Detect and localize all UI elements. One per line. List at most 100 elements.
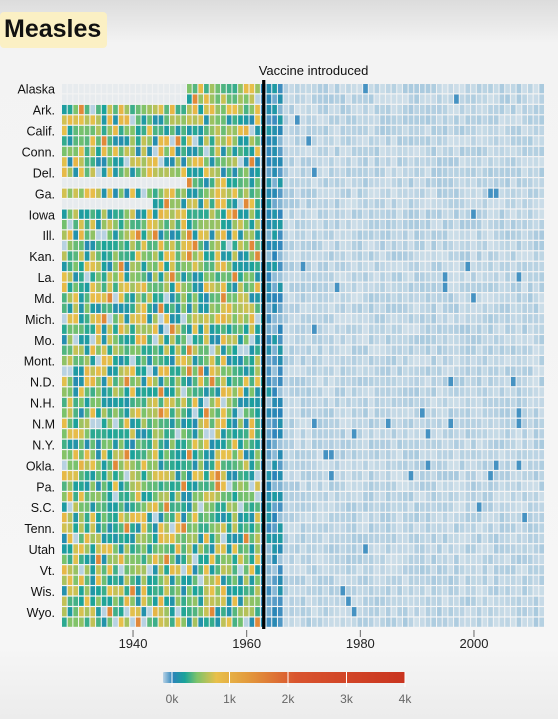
- heatmap-cell: [249, 94, 255, 104]
- heatmap-cell: [249, 544, 255, 554]
- heatmap-cell: [118, 502, 124, 512]
- heatmap-cell: [181, 544, 187, 554]
- heatmap-cell: [317, 146, 323, 157]
- heatmap-cell: [465, 188, 471, 198]
- heatmap-cell: [215, 512, 221, 523]
- heatmap-cell: [459, 84, 465, 94]
- heatmap-cell: [408, 450, 414, 460]
- heatmap-cell: [368, 261, 374, 272]
- heatmap-cell: [294, 356, 300, 366]
- heatmap-cell: [482, 450, 488, 460]
- heatmap-cell: [425, 554, 431, 565]
- heatmap-cell: [130, 188, 135, 198]
- heatmap-cell: [107, 272, 113, 282]
- heatmap-cell: [141, 261, 147, 272]
- heatmap-cell: [124, 439, 130, 449]
- heatmap-cell: [459, 157, 465, 167]
- heatmap-cell: [448, 178, 454, 188]
- heatmap-cell: [141, 565, 147, 575]
- heatmap-cell: [181, 293, 187, 303]
- heatmap-cell: [289, 523, 294, 533]
- heatmap-cell: [118, 607, 124, 617]
- heatmap-cell: [459, 554, 465, 565]
- heatmap-cell: [215, 335, 221, 345]
- heatmap-cell: [368, 167, 374, 177]
- heatmap-cell: [243, 251, 249, 261]
- heatmap-cell: [437, 397, 442, 408]
- heatmap-cell: [397, 502, 402, 512]
- heatmap-cell: [505, 199, 510, 209]
- heatmap-cell: [62, 324, 67, 334]
- heatmap-cell: [505, 512, 510, 523]
- heatmap-cell: [340, 230, 346, 240]
- heatmap-cell: [334, 230, 340, 240]
- heatmap-cell: [414, 607, 419, 617]
- heatmap-cell: [169, 167, 175, 177]
- heatmap-cell: [459, 376, 465, 387]
- row-label: Conn.: [22, 146, 55, 160]
- heatmap-cell: [340, 450, 346, 460]
- heatmap-cell: [391, 335, 397, 345]
- heatmap-cell: [363, 167, 368, 177]
- heatmap-cell: [516, 136, 522, 146]
- heatmap-cell: [414, 554, 419, 565]
- heatmap-cell: [454, 481, 459, 491]
- heatmap-cell: [221, 324, 226, 334]
- heatmap-cell: [317, 240, 323, 251]
- heatmap-cell: [385, 450, 391, 460]
- heatmap-cell: [101, 575, 107, 585]
- heatmap-cell: [124, 115, 130, 125]
- heatmap-cell: [243, 418, 249, 429]
- heatmap-cell: [169, 450, 175, 460]
- heatmap-cell: [425, 94, 431, 104]
- heatmap-cell: [522, 199, 527, 209]
- heatmap-cell: [226, 282, 232, 293]
- heatmap-cell: [226, 230, 232, 240]
- heatmap-cell: [79, 104, 84, 115]
- heatmap-cell: [431, 408, 437, 418]
- heatmap-cell: [482, 261, 488, 272]
- heatmap-cell: [283, 366, 289, 376]
- heatmap-cell: [516, 251, 522, 261]
- heatmap-cell: [175, 565, 181, 575]
- heatmap-cell: [187, 272, 192, 282]
- heatmap-cell: [175, 157, 181, 167]
- heatmap-cell: [482, 544, 488, 554]
- heatmap-cell: [465, 261, 471, 272]
- heatmap-cell: [533, 230, 539, 240]
- heatmap-cell: [215, 408, 221, 418]
- heatmap-cell: [300, 167, 306, 177]
- heatmap-cell: [272, 554, 277, 565]
- heatmap-cell: [323, 209, 329, 219]
- heatmap-cell: [101, 178, 107, 188]
- heatmap-cell: [192, 167, 198, 177]
- heatmap-cell: [107, 586, 113, 596]
- heatmap-cell: [402, 460, 408, 470]
- heatmap-cell: [164, 314, 169, 324]
- heatmap-cell: [249, 167, 255, 177]
- heatmap-cell: [255, 481, 260, 491]
- heatmap-cell: [283, 533, 289, 544]
- heatmap-cell: [226, 387, 232, 397]
- heatmap-cell: [147, 178, 152, 188]
- heatmap-cell: [493, 282, 499, 293]
- heatmap-cell: [442, 617, 448, 627]
- heatmap-cell: [363, 492, 368, 502]
- heatmap-cell: [368, 533, 374, 544]
- heatmap-cell: [419, 523, 425, 533]
- heatmap-cell: [380, 146, 385, 157]
- heatmap-cell: [516, 460, 522, 470]
- heatmap-cell: [135, 115, 141, 125]
- heatmap-cell: [493, 607, 499, 617]
- heatmap-cell: [454, 408, 459, 418]
- heatmap-cell: [118, 335, 124, 345]
- heatmap-cell: [510, 209, 516, 219]
- heatmap-cell: [277, 481, 283, 491]
- heatmap-cell: [357, 240, 363, 251]
- heatmap-cell: [374, 471, 380, 481]
- heatmap-cell: [533, 607, 539, 617]
- heatmap-cell: [147, 460, 152, 470]
- heatmap-cell: [340, 397, 346, 408]
- heatmap-cell: [124, 586, 130, 596]
- heatmap-cell: [493, 544, 499, 554]
